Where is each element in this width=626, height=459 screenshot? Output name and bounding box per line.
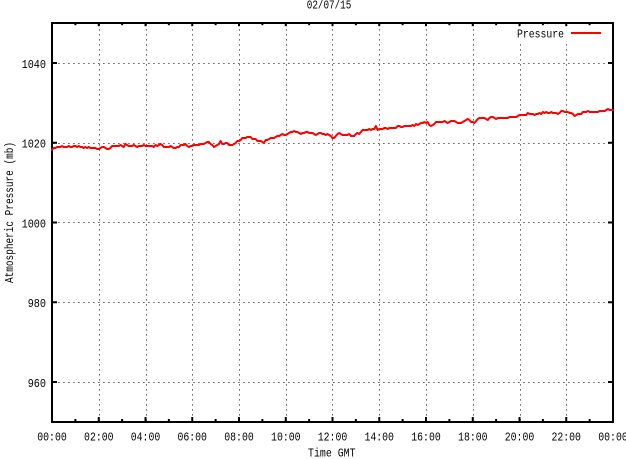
- svg-text:1040: 1040: [22, 58, 46, 72]
- svg-text:02:00: 02:00: [84, 430, 114, 444]
- svg-text:00:00: 00:00: [598, 430, 626, 444]
- svg-text:08:00: 08:00: [224, 430, 254, 444]
- svg-text:960: 960: [28, 377, 46, 391]
- svg-text:16:00: 16:00: [411, 430, 441, 444]
- svg-text:Atmospheric Pressure (mb): Atmospheric Pressure (mb): [3, 142, 17, 283]
- svg-text:18:00: 18:00: [458, 430, 488, 444]
- svg-text:Time GMT: Time GMT: [308, 447, 356, 459]
- svg-text:22:00: 22:00: [551, 430, 581, 444]
- svg-text:Pressure: Pressure: [517, 28, 564, 42]
- svg-text:14:00: 14:00: [364, 430, 394, 444]
- svg-text:1020: 1020: [22, 138, 46, 152]
- svg-text:20:00: 20:00: [505, 430, 535, 444]
- svg-text:10:00: 10:00: [271, 430, 301, 444]
- svg-text:02/07/15: 02/07/15: [307, 0, 352, 13]
- svg-text:04:00: 04:00: [131, 430, 161, 444]
- svg-text:980: 980: [28, 297, 46, 311]
- svg-text:00:00: 00:00: [37, 430, 67, 444]
- svg-text:06:00: 06:00: [177, 430, 207, 444]
- svg-text:12:00: 12:00: [318, 430, 348, 444]
- svg-text:1000: 1000: [22, 217, 46, 231]
